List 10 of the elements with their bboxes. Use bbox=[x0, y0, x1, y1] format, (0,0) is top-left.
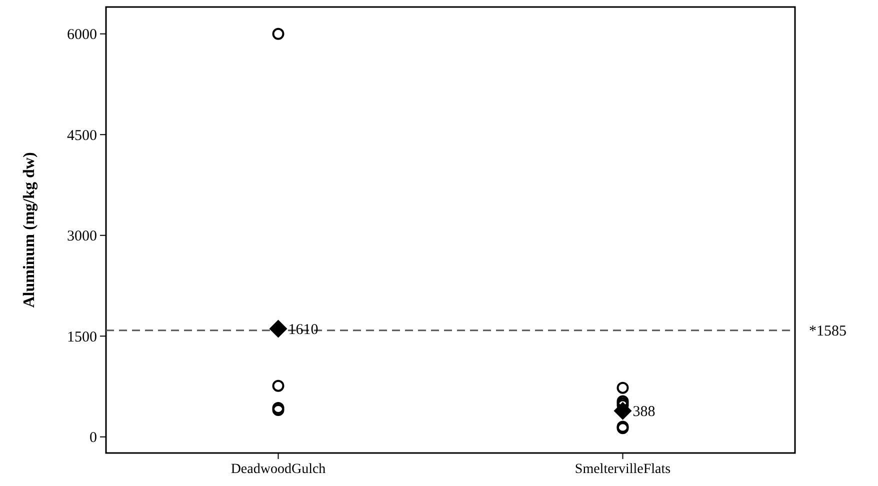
y-tick-label: 6000 bbox=[67, 27, 97, 44]
x-tick-label: SmeltervilleFlats bbox=[574, 462, 671, 477]
data-label: 388 bbox=[632, 404, 656, 420]
x-tick-label: DeadwoodGulch bbox=[230, 462, 326, 477]
y-axis-title: Aluminum (mg/kg dw) bbox=[21, 152, 38, 308]
y-tick-label: 3000 bbox=[67, 228, 97, 245]
ref-line-label: *1585 bbox=[809, 324, 846, 340]
y-tick-label: 4500 bbox=[67, 128, 97, 144]
y-tick-label: 0 bbox=[90, 430, 97, 446]
y-tick-label: 1500 bbox=[67, 329, 97, 346]
